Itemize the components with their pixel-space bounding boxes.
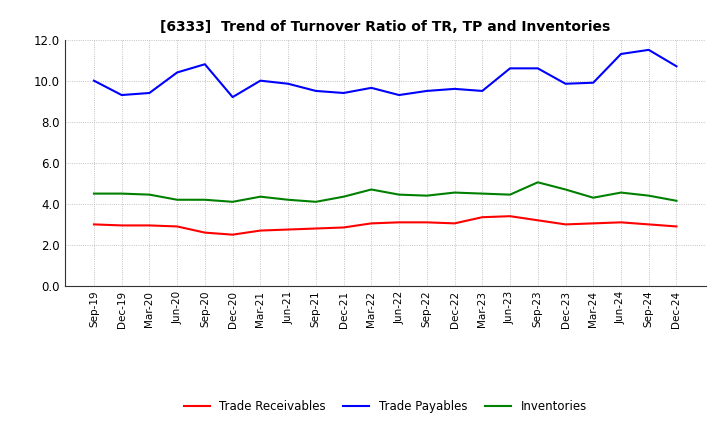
Trade Payables <box>312 88 320 94</box>
Inventories <box>173 197 181 202</box>
Trade Payables <box>256 78 265 83</box>
Inventories <box>616 190 625 195</box>
Inventories <box>117 191 126 196</box>
Trade Payables <box>644 47 653 52</box>
Inventories <box>395 192 403 197</box>
Trade Payables <box>450 86 459 92</box>
Trade Payables <box>284 81 292 86</box>
Trade Payables <box>117 92 126 98</box>
Trade Payables <box>616 51 625 57</box>
Trade Receivables <box>616 220 625 225</box>
Inventories <box>284 197 292 202</box>
Inventories <box>534 180 542 185</box>
Trade Receivables <box>117 223 126 228</box>
Trade Payables <box>478 88 487 94</box>
Trade Payables <box>534 66 542 71</box>
Trade Payables <box>89 78 98 83</box>
Trade Receivables <box>561 222 570 227</box>
Inventories <box>145 192 154 197</box>
Trade Payables <box>201 62 210 67</box>
Trade Receivables <box>145 223 154 228</box>
Trade Payables <box>339 90 348 95</box>
Trade Receivables <box>284 227 292 232</box>
Inventories <box>505 192 514 197</box>
Inventories <box>672 198 681 203</box>
Inventories <box>423 193 431 198</box>
Trade Receivables <box>173 224 181 229</box>
Inventories <box>89 191 98 196</box>
Trade Receivables <box>589 221 598 226</box>
Inventories <box>561 187 570 192</box>
Trade Receivables <box>367 221 376 226</box>
Inventories <box>450 190 459 195</box>
Line: Trade Receivables: Trade Receivables <box>94 216 677 235</box>
Legend: Trade Receivables, Trade Payables, Inventories: Trade Receivables, Trade Payables, Inven… <box>179 396 591 418</box>
Inventories <box>367 187 376 192</box>
Trade Payables <box>423 88 431 94</box>
Trade Receivables <box>644 222 653 227</box>
Trade Receivables <box>450 221 459 226</box>
Trade Payables <box>367 85 376 91</box>
Trade Payables <box>561 81 570 86</box>
Title: [6333]  Trend of Turnover Ratio of TR, TP and Inventories: [6333] Trend of Turnover Ratio of TR, TP… <box>160 20 611 34</box>
Trade Payables <box>505 66 514 71</box>
Inventories <box>228 199 237 205</box>
Line: Trade Payables: Trade Payables <box>94 50 677 97</box>
Trade Receivables <box>228 232 237 237</box>
Inventories <box>589 195 598 200</box>
Trade Payables <box>589 80 598 85</box>
Trade Receivables <box>505 213 514 219</box>
Trade Receivables <box>312 226 320 231</box>
Trade Receivables <box>672 224 681 229</box>
Inventories <box>256 194 265 199</box>
Trade Receivables <box>89 222 98 227</box>
Trade Receivables <box>423 220 431 225</box>
Trade Payables <box>672 64 681 69</box>
Inventories <box>478 191 487 196</box>
Trade Receivables <box>201 230 210 235</box>
Inventories <box>644 193 653 198</box>
Trade Payables <box>145 90 154 95</box>
Line: Inventories: Inventories <box>94 182 677 202</box>
Trade Payables <box>173 70 181 75</box>
Trade Receivables <box>395 220 403 225</box>
Trade Receivables <box>478 215 487 220</box>
Inventories <box>312 199 320 205</box>
Inventories <box>201 197 210 202</box>
Trade Receivables <box>339 225 348 230</box>
Trade Payables <box>228 95 237 100</box>
Inventories <box>339 194 348 199</box>
Trade Receivables <box>256 228 265 233</box>
Trade Payables <box>395 92 403 98</box>
Trade Receivables <box>534 218 542 223</box>
